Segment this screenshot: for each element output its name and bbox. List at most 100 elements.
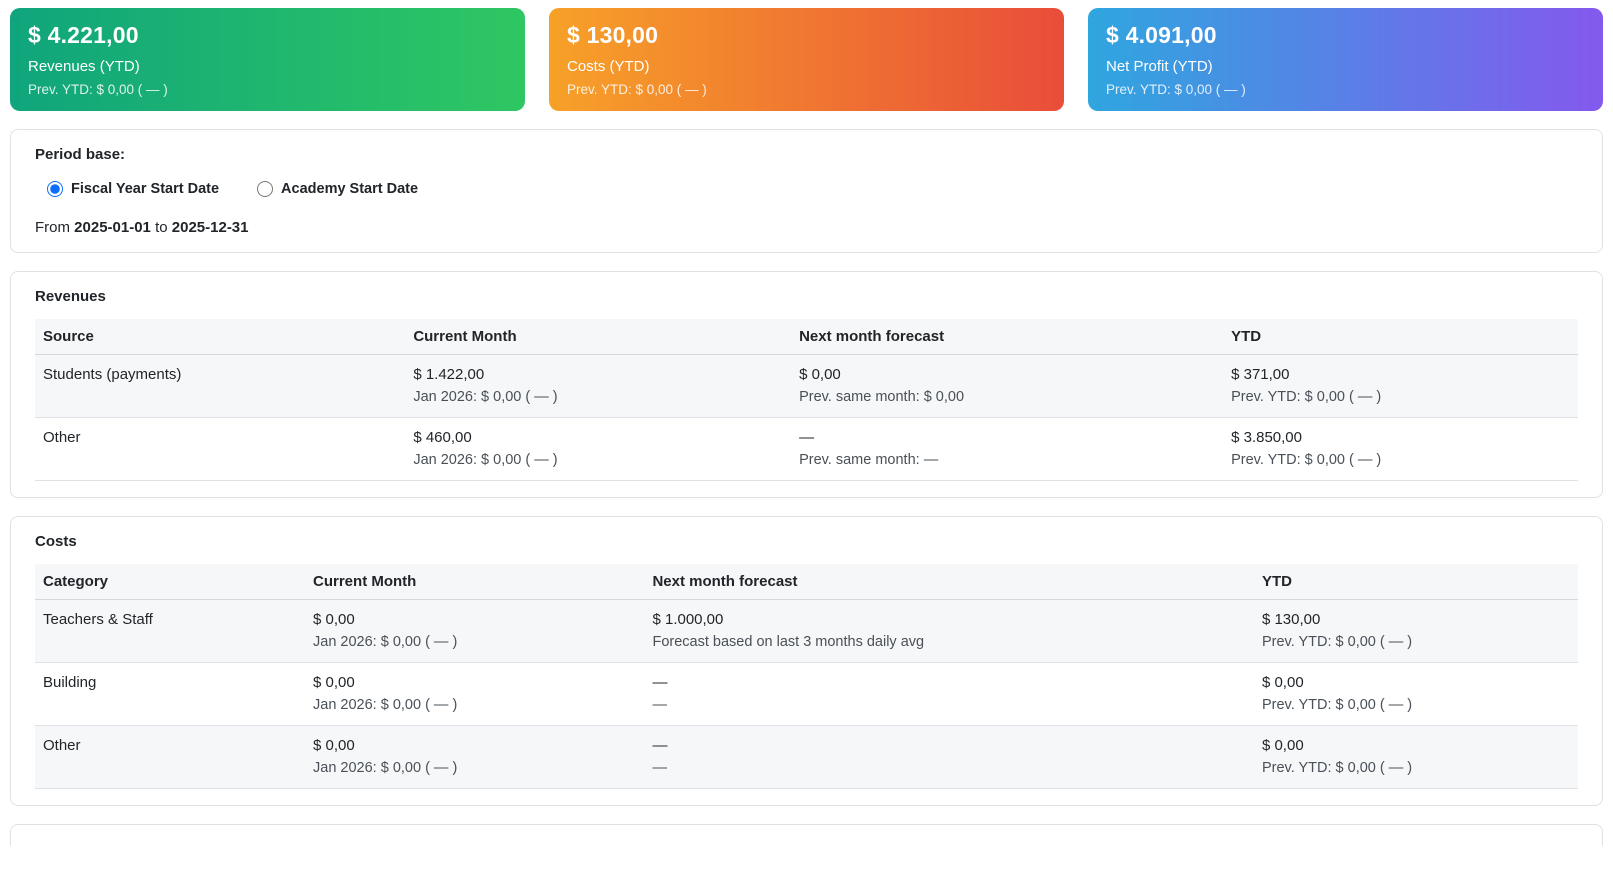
dashboard-page: $ 4.221,00 Revenues (YTD) Prev. YTD: $ 0… (10, 8, 1603, 846)
kpi-card-net-profit: $ 4.091,00 Net Profit (YTD) Prev. YTD: $… (1088, 8, 1603, 111)
current-month-prev: Jan 2026: $ 0,00 ( — ) (313, 697, 458, 713)
revenues-card: Revenues Source Current Month Next month… (10, 271, 1603, 498)
costs-header-row: Category Current Month Next month foreca… (35, 564, 1578, 600)
fiscal-year-radio[interactable] (47, 181, 63, 197)
kpi-costs-label: Costs (YTD) (567, 58, 650, 75)
period-to-label: to (155, 219, 168, 236)
ytd-value: $ 371,00 (1231, 366, 1290, 383)
academy-start-radio[interactable] (257, 181, 274, 197)
period-base-title: Period base: (35, 146, 126, 163)
kpi-net-profit-amount: $ 4.091,00 (1106, 22, 1217, 48)
cell-forecast: $ 0,00 Prev. same month: $ 0,00 (791, 354, 1224, 418)
cell-current-month: $ 0,00 Jan 2026: $ 0,00 ( — ) (305, 662, 645, 726)
cell-ytd: $ 3.850,00 Prev. YTD: $ 0,00 ( — ) (1223, 417, 1578, 481)
cell-ytd: $ 130,00 Prev. YTD: $ 0,00 ( — ) (1253, 599, 1578, 663)
table-row: Teachers & Staff $ 0,00 Jan 2026: $ 0,00… (35, 599, 1578, 663)
revenues-header-ytd: YTD (1223, 319, 1578, 355)
table-row: Other $ 0,00 Jan 2026: $ 0,00 ( — ) — — … (35, 725, 1578, 789)
cell-forecast: $ 1.000,00 Forecast based on last 3 mont… (644, 599, 1254, 663)
costs-card: Costs Category Current Month Next month … (10, 516, 1603, 806)
ytd-prev: Prev. YTD: $ 0,00 ( — ) (1231, 452, 1382, 468)
next-card-partial (10, 824, 1603, 846)
cell-forecast: — — (644, 725, 1254, 789)
kpi-card-row: $ 4.221,00 Revenues (YTD) Prev. YTD: $ 0… (10, 8, 1603, 111)
costs-header-next-month-forecast: Next month forecast (644, 564, 1254, 600)
current-month-prev: Jan 2026: $ 0,00 ( — ) (413, 389, 558, 405)
forecast-prev: Prev. same month: — (799, 452, 939, 468)
current-month-prev: Jan 2026: $ 0,00 ( — ) (313, 760, 458, 776)
period-from-label: From (35, 219, 70, 236)
current-month-prev: Jan 2026: $ 0,00 ( — ) (413, 452, 558, 468)
period-base-card: Period base: Fiscal Year Start Date Acad… (10, 129, 1603, 253)
costs-title: Costs (35, 533, 77, 550)
ytd-prev: Prev. YTD: $ 0,00 ( — ) (1261, 634, 1413, 650)
cell-category: Building (35, 662, 306, 726)
kpi-card-revenues: $ 4.221,00 Revenues (YTD) Prev. YTD: $ 0… (10, 8, 525, 111)
revenues-header-next-month-forecast: Next month forecast (791, 319, 1224, 355)
table-row: Other $ 460,00 Jan 2026: $ 0,00 ( — ) — … (35, 417, 1578, 481)
current-month-value: $ 0,00 (313, 611, 355, 628)
revenues-table: Source Current Month Next month forecast… (35, 319, 1578, 481)
ytd-value: $ 0,00 (1261, 737, 1304, 754)
kpi-revenues-label: Revenues (YTD) (28, 58, 140, 75)
kpi-revenues-prev-ytd: Prev. YTD: $ 0,00 ( — ) (28, 82, 168, 97)
table-row: Students (payments) $ 1.422,00 Jan 2026:… (35, 354, 1578, 418)
current-month-value: $ 0,00 (313, 737, 355, 754)
forecast-note: Forecast based on last 3 months daily av… (652, 634, 925, 650)
forecast-value: $ 1.000,00 (652, 611, 724, 628)
forecast-value: — (652, 674, 668, 691)
current-month-prev: Jan 2026: $ 0,00 ( — ) (313, 634, 458, 650)
forecast-note: — (652, 697, 667, 713)
period-range: From 2025-01-01 to 2025-12-31 (35, 219, 1578, 236)
forecast-note: — (652, 760, 667, 776)
period-base-options: Fiscal Year Start Date Academy Start Dat… (47, 181, 1578, 197)
current-month-value: $ 460,00 (413, 429, 472, 446)
revenues-header-current-month: Current Month (405, 319, 792, 355)
revenues-header-source: Source (35, 319, 406, 355)
ytd-value: $ 130,00 (1261, 611, 1321, 628)
costs-table: Category Current Month Next month foreca… (35, 564, 1578, 789)
forecast-prev: Prev. same month: $ 0,00 (799, 389, 965, 405)
radio-option-fiscal-year[interactable]: Fiscal Year Start Date (47, 181, 219, 197)
current-month-value: $ 1.422,00 (413, 366, 485, 383)
kpi-net-profit-prev-ytd: Prev. YTD: $ 0,00 ( — ) (1106, 82, 1246, 97)
costs-header-category: Category (35, 564, 306, 600)
cell-current-month: $ 460,00 Jan 2026: $ 0,00 ( — ) (405, 417, 792, 481)
cell-current-month: $ 1.422,00 Jan 2026: $ 0,00 ( — ) (405, 354, 792, 418)
fiscal-year-radio-label: Fiscal Year Start Date (71, 181, 220, 197)
kpi-costs-prev-ytd: Prev. YTD: $ 0,00 ( — ) (567, 82, 707, 97)
ytd-value: $ 0,00 (1261, 674, 1304, 691)
cell-source: Students (payments) (35, 354, 406, 418)
cell-forecast: — — (644, 662, 1254, 726)
period-start-date: 2025-01-01 (74, 219, 151, 236)
kpi-revenues-amount: $ 4.221,00 (28, 22, 139, 48)
forecast-value: — (652, 737, 668, 754)
cell-category: Other (35, 725, 306, 789)
cell-ytd: $ 0,00 Prev. YTD: $ 0,00 ( — ) (1253, 662, 1578, 726)
revenues-title: Revenues (35, 288, 106, 305)
cell-forecast: — Prev. same month: — (791, 417, 1224, 481)
ytd-prev: Prev. YTD: $ 0,00 ( — ) (1231, 389, 1382, 405)
cell-source: Other (35, 417, 406, 481)
cell-current-month: $ 0,00 Jan 2026: $ 0,00 ( — ) (305, 599, 645, 663)
cell-ytd: $ 371,00 Prev. YTD: $ 0,00 ( — ) (1223, 354, 1578, 418)
revenues-header-row: Source Current Month Next month forecast… (35, 319, 1578, 355)
ytd-prev: Prev. YTD: $ 0,00 ( — ) (1261, 760, 1413, 776)
forecast-value: — (799, 429, 815, 446)
cell-ytd: $ 0,00 Prev. YTD: $ 0,00 ( — ) (1253, 725, 1578, 789)
current-month-value: $ 0,00 (313, 674, 355, 691)
kpi-card-costs: $ 130,00 Costs (YTD) Prev. YTD: $ 0,00 (… (549, 8, 1064, 111)
costs-header-ytd: YTD (1253, 564, 1578, 600)
costs-header-current-month: Current Month (305, 564, 645, 600)
cell-current-month: $ 0,00 Jan 2026: $ 0,00 ( — ) (305, 725, 645, 789)
forecast-value: $ 0,00 (799, 366, 841, 383)
table-row: Building $ 0,00 Jan 2026: $ 0,00 ( — ) —… (35, 662, 1578, 726)
ytd-value: $ 3.850,00 (1231, 429, 1302, 446)
radio-option-academy-start[interactable]: Academy Start Date (257, 181, 418, 197)
period-end-date: 2025-12-31 (171, 219, 249, 236)
cell-category: Teachers & Staff (35, 599, 306, 663)
kpi-net-profit-label: Net Profit (YTD) (1106, 58, 1213, 75)
ytd-prev: Prev. YTD: $ 0,00 ( — ) (1261, 697, 1413, 713)
kpi-costs-amount: $ 130,00 (567, 22, 659, 48)
academy-start-radio-label: Academy Start Date (281, 181, 419, 197)
